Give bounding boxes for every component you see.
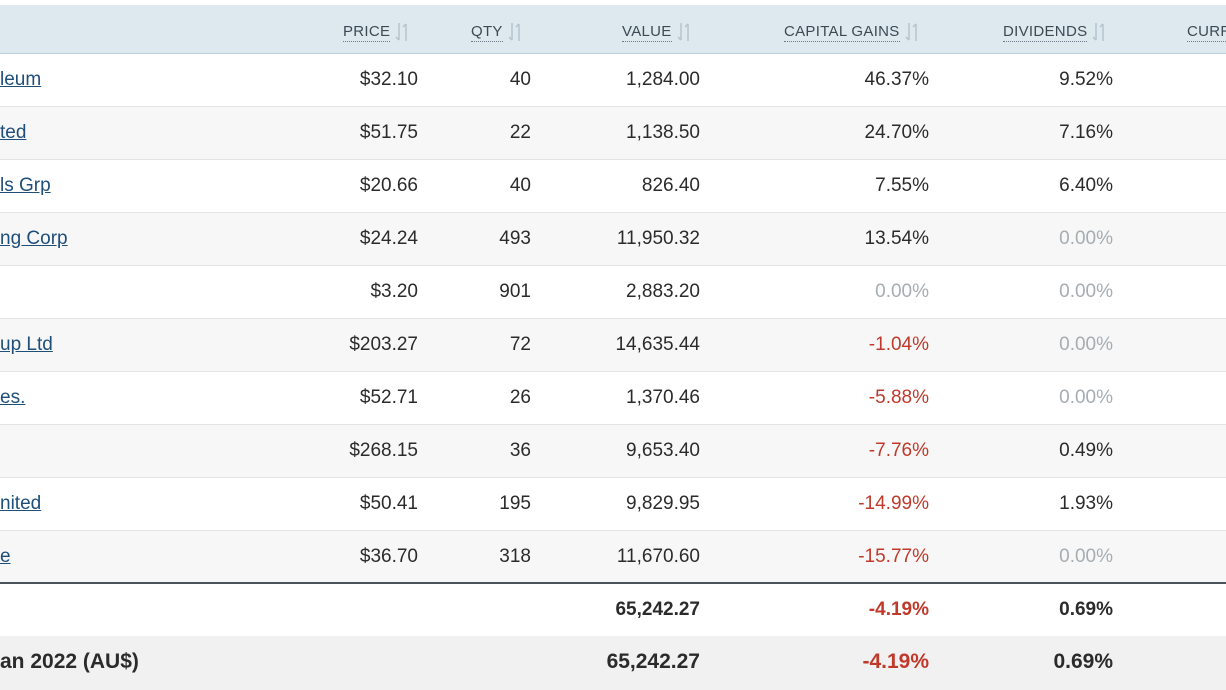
value-cell: 1,284.00 xyxy=(626,69,700,90)
holding-name-link[interactable]: e xyxy=(0,546,11,567)
dividends-cell: 0.00% xyxy=(1059,228,1113,249)
price-cell: $3.20 xyxy=(370,281,418,302)
value-cell: 11,950.32 xyxy=(616,228,700,249)
qty-cell: 195 xyxy=(499,493,531,514)
holding-name-link[interactable]: nited xyxy=(0,493,42,514)
capital-gains-cell: -7.76% xyxy=(868,440,929,461)
holding-name-link[interactable]: up Ltd xyxy=(0,334,53,355)
dividends-cell: 7.16% xyxy=(1059,122,1113,143)
capital-gains-cell: -1.04% xyxy=(868,334,929,355)
value-cell: 1,138.50 xyxy=(626,122,700,143)
price-cell: $52.71 xyxy=(359,387,418,408)
table-row: leum $32.10 40 1,284.00 46.37% 9.52% xyxy=(0,54,1226,107)
currency-column-header[interactable]: CURR xyxy=(1187,22,1226,42)
value-cell: 1,370.46 xyxy=(626,387,700,408)
value-cell: 9,653.40 xyxy=(626,440,700,461)
grand-total-value: 65,242.27 xyxy=(606,650,700,673)
sort-icon[interactable] xyxy=(507,21,525,43)
capital-gains-cell: -15.77% xyxy=(858,546,929,567)
table-row: nited $50.41 195 9,829.95 -14.99% 1.93% xyxy=(0,478,1226,531)
capital-gains-cell: -14.99% xyxy=(858,493,929,514)
value-cell: 14,635.44 xyxy=(615,334,700,355)
qty-cell: 26 xyxy=(509,387,531,408)
value-cell: 11,670.60 xyxy=(616,546,700,567)
dividends-cell: 0.00% xyxy=(1059,334,1113,355)
value-cell: 2,883.20 xyxy=(626,281,700,302)
grand-total-dividends: 0.69% xyxy=(1053,650,1113,673)
capital-gains-cell: 24.70% xyxy=(864,122,929,143)
dividends-cell: 1.93% xyxy=(1059,493,1113,514)
price-header-label: PRICE xyxy=(343,22,391,42)
qty-cell: 72 xyxy=(509,334,531,355)
dividends-cell: 6.40% xyxy=(1059,175,1113,196)
dividends-column-header[interactable]: DIVIDENDS xyxy=(1003,22,1109,42)
currency-header-label: CURR xyxy=(1187,23,1226,42)
price-cell: $51.75 xyxy=(359,122,418,143)
value-column-header[interactable]: VALUE xyxy=(622,22,694,42)
grand-total-row: an 2022 (AU$) 65,242.27 -4.19% 0.69% xyxy=(0,636,1226,690)
sort-icon[interactable] xyxy=(394,21,412,43)
table-row: $3.20 901 2,883.20 0.00% 0.00% xyxy=(0,266,1226,319)
price-column-header[interactable]: PRICE xyxy=(343,22,412,42)
capital-gains-header-label: CAPITAL GAINS xyxy=(784,22,900,42)
dividends-header-label: DIVIDENDS xyxy=(1003,22,1088,42)
capital-gains-cell: 7.55% xyxy=(875,175,929,196)
qty-cell: 40 xyxy=(509,175,531,196)
sort-icon[interactable] xyxy=(904,21,922,43)
qty-cell: 40 xyxy=(509,69,531,90)
grand-total-label: an 2022 (AU$) xyxy=(0,650,139,673)
table-row: es. $52.71 26 1,370.46 -5.88% 0.00% xyxy=(0,372,1226,425)
table-row: e $36.70 318 11,670.60 -15.77% 0.00% xyxy=(0,531,1226,584)
sort-icon[interactable] xyxy=(1091,21,1109,43)
table-row: ng Corp $24.24 493 11,950.32 13.54% 0.00% xyxy=(0,213,1226,266)
table-row: up Ltd $203.27 72 14,635.44 -1.04% 0.00% xyxy=(0,319,1226,372)
price-cell: $32.10 xyxy=(359,69,418,90)
price-cell: $20.66 xyxy=(359,175,418,196)
table-row: ls Grp $20.66 40 826.40 7.55% 6.40% xyxy=(0,160,1226,213)
dividends-cell: 0.00% xyxy=(1059,387,1113,408)
dividends-cell: 0.00% xyxy=(1059,281,1113,302)
qty-cell: 318 xyxy=(499,546,531,567)
sort-icon[interactable] xyxy=(676,21,694,43)
price-cell: $36.70 xyxy=(359,546,418,567)
price-cell: $24.24 xyxy=(359,228,418,249)
total-row: 65,242.27 -4.19% 0.69% xyxy=(0,584,1226,637)
dividends-cell: 0.49% xyxy=(1059,440,1113,461)
table-header: PRICE QTY VALUE CAPITAL GAINS DIVIDENDS … xyxy=(0,5,1226,54)
table-row: $268.15 36 9,653.40 -7.76% 0.49% xyxy=(0,425,1226,478)
capital-gains-column-header[interactable]: CAPITAL GAINS xyxy=(784,22,922,42)
holding-name-link[interactable]: es. xyxy=(0,387,26,408)
capital-gains-cell: 13.54% xyxy=(864,228,929,249)
qty-cell: 901 xyxy=(499,281,531,302)
price-cell: $203.27 xyxy=(349,334,418,355)
value-cell: 826.40 xyxy=(641,175,700,196)
capital-gains-cell: 46.37% xyxy=(864,69,929,90)
qty-cell: 22 xyxy=(509,122,531,143)
total-separator xyxy=(0,582,1226,584)
price-cell: $50.41 xyxy=(359,493,418,514)
total-dividends: 0.69% xyxy=(1059,599,1113,620)
holding-name-link[interactable]: ls Grp xyxy=(0,175,51,196)
table-row: ted $51.75 22 1,138.50 24.70% 7.16% xyxy=(0,107,1226,160)
qty-header-label: QTY xyxy=(471,22,503,42)
dividends-cell: 9.52% xyxy=(1059,69,1113,90)
value-header-label: VALUE xyxy=(622,22,672,42)
capital-gains-cell: -5.88% xyxy=(868,387,929,408)
price-cell: $268.15 xyxy=(349,440,418,461)
qty-column-header[interactable]: QTY xyxy=(471,22,525,42)
value-cell: 9,829.95 xyxy=(626,493,700,514)
holding-name-link[interactable]: ted xyxy=(0,122,27,143)
dividends-cell: 0.00% xyxy=(1059,546,1113,567)
qty-cell: 36 xyxy=(509,440,531,461)
grand-total-capital-gains: -4.19% xyxy=(862,650,929,673)
holding-name-link[interactable]: leum xyxy=(0,69,42,90)
holding-name-link[interactable]: ng Corp xyxy=(0,228,68,249)
qty-cell: 493 xyxy=(499,228,531,249)
total-capital-gains: -4.19% xyxy=(868,599,929,620)
total-value: 65,242.27 xyxy=(615,599,700,620)
capital-gains-cell: 0.00% xyxy=(875,281,929,302)
